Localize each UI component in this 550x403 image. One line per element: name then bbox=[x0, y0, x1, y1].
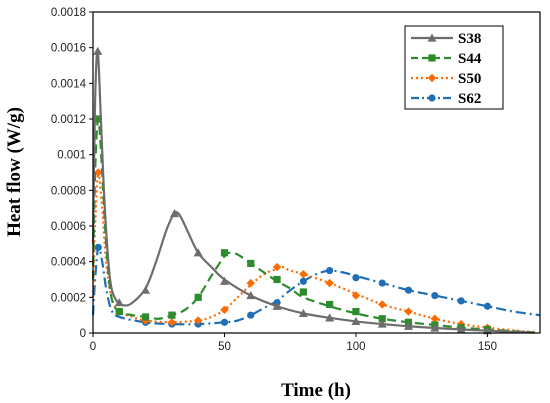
data-point-s62 bbox=[299, 277, 307, 285]
legend-item-s50: S50 bbox=[411, 71, 481, 87]
series-s38 bbox=[91, 46, 535, 335]
y-tick-label: 0.0018 bbox=[51, 7, 86, 19]
series-line-s44 bbox=[91, 117, 535, 334]
x-tick-label: 50 bbox=[218, 341, 231, 353]
data-point-s50 bbox=[430, 314, 440, 323]
legend-item-s38: S38 bbox=[411, 31, 481, 47]
data-point-s62 bbox=[457, 297, 465, 305]
data-point-s44 bbox=[94, 115, 102, 123]
data-point-s38 bbox=[114, 298, 124, 307]
data-point-s44 bbox=[168, 311, 176, 319]
data-point-s50 bbox=[94, 168, 103, 177]
y-tick-label: 0.0004 bbox=[51, 257, 87, 269]
legend-marker-s38 bbox=[427, 33, 437, 42]
series-s50 bbox=[91, 168, 535, 334]
legend-label: S44 bbox=[458, 51, 482, 67]
data-point-s38 bbox=[404, 321, 414, 330]
x-tick-label: 100 bbox=[346, 341, 365, 353]
legend-label: S38 bbox=[458, 31, 481, 47]
legend-label: S62 bbox=[458, 91, 481, 107]
data-point-s62 bbox=[404, 286, 413, 294]
x-tick-label: 150 bbox=[478, 341, 497, 353]
data-point-s44 bbox=[299, 288, 307, 296]
legend-box bbox=[404, 25, 504, 110]
data-point-s50 bbox=[351, 291, 361, 300]
data-point-s62 bbox=[220, 318, 229, 326]
legend-marker-s44 bbox=[428, 54, 436, 62]
series-line-s62 bbox=[91, 245, 541, 326]
legend-item-s44: S44 bbox=[411, 51, 482, 67]
data-point-s44 bbox=[378, 315, 386, 323]
plot-area-frame bbox=[92, 11, 541, 334]
series-s44 bbox=[91, 115, 535, 334]
data-point-s38 bbox=[298, 308, 308, 317]
series-line-s50 bbox=[91, 171, 535, 334]
data-point-s38 bbox=[430, 323, 440, 332]
data-point-s50 bbox=[378, 300, 387, 309]
data-point-s44 bbox=[247, 259, 255, 268]
x-tick-label: 0 bbox=[90, 341, 96, 353]
data-point-s44 bbox=[326, 300, 334, 309]
data-point-s38 bbox=[170, 209, 180, 218]
data-point-s62 bbox=[431, 291, 439, 300]
y-axis-title: Heat flow (W/g) bbox=[4, 107, 25, 237]
y-tick-label: 0 bbox=[80, 328, 86, 340]
y-tick-label: 0.0012 bbox=[51, 114, 86, 126]
data-point-s62 bbox=[326, 266, 334, 275]
data-point-s62 bbox=[483, 302, 492, 310]
markers-layer bbox=[91, 46, 541, 335]
data-point-s50 bbox=[193, 316, 203, 325]
data-point-s44 bbox=[141, 313, 150, 321]
data-point-s50 bbox=[325, 278, 334, 288]
series-s62 bbox=[91, 243, 541, 328]
data-point-s50 bbox=[272, 262, 282, 272]
data-point-s44 bbox=[352, 308, 360, 316]
data-point-s62 bbox=[378, 279, 386, 287]
data-point-s50 bbox=[299, 269, 308, 279]
y-tick-label: 0.0014 bbox=[51, 78, 87, 90]
data-point-s38 bbox=[351, 316, 361, 326]
data-point-s62 bbox=[94, 243, 102, 251]
data-point-s44 bbox=[194, 293, 202, 301]
data-point-s38 bbox=[377, 319, 387, 328]
data-point-s62 bbox=[247, 311, 255, 319]
legend-marker-s50 bbox=[427, 73, 437, 83]
data-point-s50 bbox=[246, 278, 255, 288]
data-point-s44 bbox=[220, 249, 229, 257]
legend-marker-s62 bbox=[428, 94, 436, 102]
x-axis-title: Time (h) bbox=[281, 380, 351, 401]
y-tick-label: 0.0006 bbox=[51, 221, 86, 233]
data-point-s50 bbox=[220, 305, 229, 315]
y-tick-label: 0.0016 bbox=[51, 43, 86, 55]
data-point-s38 bbox=[193, 248, 203, 257]
data-point-s50 bbox=[167, 318, 177, 327]
data-point-s50 bbox=[404, 307, 413, 316]
data-point-s38 bbox=[219, 276, 229, 285]
y-tick-label: 0.0002 bbox=[51, 292, 86, 304]
data-point-s44 bbox=[273, 275, 281, 284]
y-tick-label: 0.0008 bbox=[51, 185, 86, 197]
data-point-s38 bbox=[325, 313, 335, 322]
data-point-s38 bbox=[246, 291, 256, 300]
data-point-s38 bbox=[93, 46, 103, 55]
data-point-s38 bbox=[456, 324, 466, 334]
data-point-s38 bbox=[272, 301, 282, 310]
data-point-s38 bbox=[482, 326, 492, 335]
legend-item-s62: S62 bbox=[411, 91, 481, 107]
data-point-s62 bbox=[352, 274, 360, 282]
data-point-s38 bbox=[141, 285, 151, 294]
legend-label: S50 bbox=[458, 71, 481, 87]
legend: S38 S44 S50 S62 bbox=[404, 25, 504, 110]
y-tick-label: 0.001 bbox=[57, 150, 86, 162]
data-point-s44 bbox=[115, 308, 123, 316]
